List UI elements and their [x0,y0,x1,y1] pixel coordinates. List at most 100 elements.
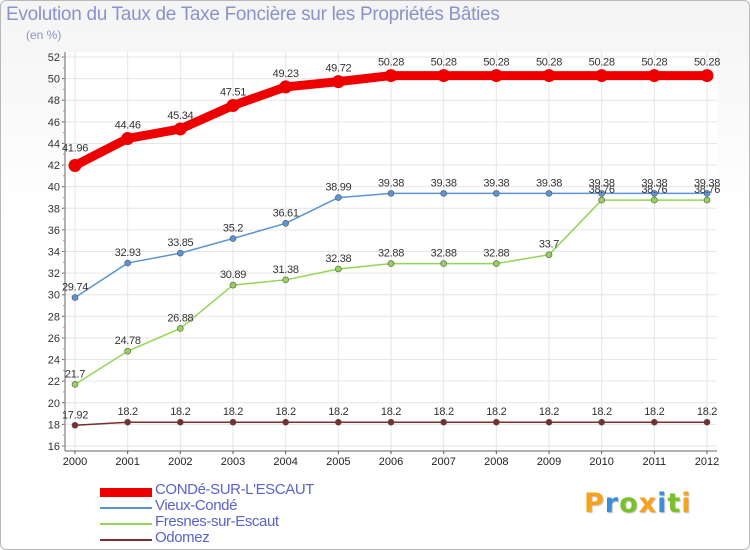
data-label: 26.88 [167,312,193,324]
logo-letter: r [604,488,620,519]
data-label: 30.89 [220,269,246,281]
data-label: 32.38 [325,253,351,265]
legend-item: Vieux-Condé [100,497,420,516]
data-label: 39.38 [641,177,667,189]
logo-letter: x [638,488,658,519]
data-point [489,69,503,83]
data-label: 39.38 [378,177,404,189]
data-point [703,196,711,204]
x-tick-label: 2002 [168,456,192,468]
y-tick-label: 32 [48,268,60,280]
data-point [651,190,658,197]
y-tick-label: 42 [48,160,60,172]
data-label: 18.2 [170,406,190,418]
legend-swatch [100,507,152,509]
logo-letter: i [657,488,668,519]
data-label: 45.34 [167,110,193,122]
data-point [651,418,658,426]
data-label: 36.61 [273,207,299,219]
data-label: 39.38 [431,177,457,189]
y-tick-label: 22 [48,376,60,388]
data-label: 29.74 [62,282,88,294]
data-point [71,381,79,388]
y-tick-label: 28 [48,311,60,323]
data-label: 50.28 [694,57,720,69]
logo-letter: t [667,488,682,519]
x-tick-label: 2000 [63,456,87,468]
data-point [71,294,79,301]
data-point [542,69,556,83]
proxiti-logo: Proxiti [584,488,692,519]
data-point [651,196,658,204]
legend-item: CONDé-SUR-L'ESCAUT [100,481,420,500]
data-label: 38.76 [589,184,615,196]
data-point [595,69,609,83]
legend-label: Odomez [155,529,210,546]
data-label: 50.28 [641,57,667,69]
legend-swatch [100,487,152,497]
data-point [335,194,342,201]
data-point [282,219,289,227]
y-tick-label: 48 [48,95,60,107]
data-point [387,418,395,426]
data-point [545,418,553,426]
data-label: 18.2 [118,406,138,418]
data-point [545,190,553,197]
y-tick-label: 30 [48,290,60,302]
data-label: 39.38 [589,177,615,189]
data-label: 41.96 [62,142,88,154]
y-tick-label: 16 [48,441,60,453]
data-label: 18.2 [223,406,243,418]
data-label: 49.72 [325,63,351,75]
data-point [384,69,398,83]
data-label: 18.2 [276,406,296,418]
x-tick-label: 2009 [537,456,561,468]
y-tick-label: 38 [48,203,60,215]
data-point [331,75,345,89]
data-point [598,418,605,426]
data-point [703,190,711,197]
data-label: 50.28 [589,57,615,69]
y-tick-label: 26 [48,333,60,345]
y-tick-label: 36 [48,225,60,237]
data-label: 39.38 [483,177,509,189]
data-point [177,325,184,332]
data-label: 18.2 [644,406,664,418]
legend-swatch [100,523,152,525]
data-label: 39.38 [536,177,562,189]
logo-letter: i [681,488,692,519]
legend-label: Fresnes-sur-Escaut [155,513,279,530]
data-label: 38.76 [641,184,667,196]
chart-legend: CONDé-SUR-L'ESCAUT Vieux-Condé Fresnes-sur… [100,481,420,548]
data-label: 18.2 [381,406,401,418]
data-point [229,235,237,242]
logo-letter: P [584,488,605,519]
data-label: 18.2 [592,406,612,418]
data-point [598,190,605,197]
data-label: 32.93 [115,247,141,259]
data-label: 33.7 [539,239,559,251]
data-label: 47.51 [220,87,246,99]
legend-item: Fresnes-sur-Escaut [100,513,420,532]
data-point [493,418,500,426]
data-point [387,190,395,197]
data-point [177,418,184,426]
data-point [493,190,500,197]
data-label: 18.2 [434,406,454,418]
x-tick-label: 2003 [221,456,245,468]
data-label: 32.88 [483,248,509,260]
legend-swatch [100,539,152,541]
data-label: 21.7 [65,368,85,380]
data-point [124,259,131,267]
data-point [440,260,447,267]
data-label: 18.2 [539,406,559,418]
data-label: 17.92 [62,409,88,421]
data-label: 38.76 [694,184,720,196]
data-label: 50.28 [378,57,404,69]
data-point [279,80,293,94]
data-point [440,418,447,426]
y-tick-label: 46 [48,117,60,129]
data-label: 50.28 [536,57,562,69]
y-tick-label: 40 [48,182,60,194]
